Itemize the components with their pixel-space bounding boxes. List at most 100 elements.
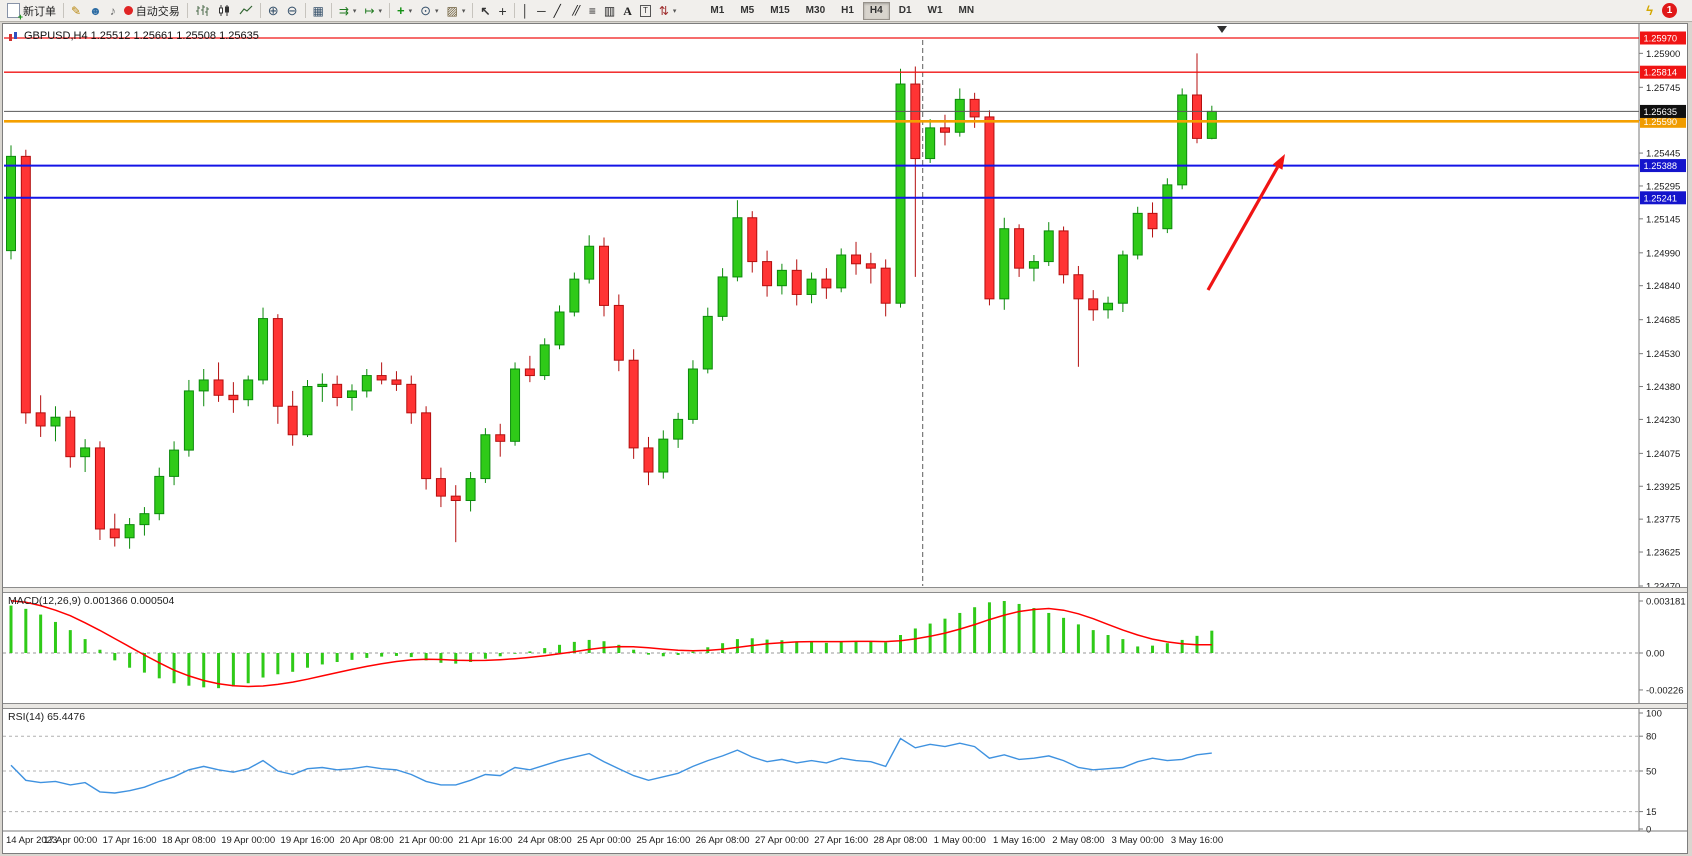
zoom-in-icon: ⊕: [267, 3, 279, 18]
community-button[interactable]: ☻: [85, 1, 106, 21]
svg-text:21 Apr 00:00: 21 Apr 00:00: [399, 835, 453, 846]
auto-scroll-button[interactable]: ⇉ ▾: [335, 1, 361, 21]
timeframe-h4-button[interactable]: H4: [862, 1, 890, 20]
fibonacci-tool[interactable]: ≡: [585, 1, 600, 21]
chevron-down-icon: ▾: [435, 7, 439, 15]
timeframe-m30-button[interactable]: M30: [799, 2, 832, 20]
candlestick-chart-icon: [218, 5, 229, 16]
svg-text:3 May 00:00: 3 May 00:00: [1112, 835, 1164, 846]
svg-text:27 Apr 00:00: 27 Apr 00:00: [755, 835, 809, 846]
svg-text:17 Apr 00:00: 17 Apr 00:00: [43, 835, 97, 846]
chevron-down-icon: ▾: [352, 7, 357, 15]
cycle-lines-icon: ▥: [603, 3, 616, 18]
svg-text:3 May 16:00: 3 May 16:00: [1171, 835, 1223, 846]
svg-text:1.25814: 1.25814: [1644, 68, 1678, 78]
svg-text:1.25445: 1.25445: [1646, 149, 1680, 160]
timeframe-group: M1 M5 M15 M30 H1 H4 D1 W1 MN: [702, 1, 982, 20]
svg-text:19 Apr 00:00: 19 Apr 00:00: [221, 835, 275, 846]
svg-text:26 Apr 08:00: 26 Apr 08:00: [696, 835, 750, 846]
chevron-down-icon: ▾: [378, 7, 383, 15]
svg-text:1.25295: 1.25295: [1646, 181, 1680, 192]
svg-text:1.25241: 1.25241: [1644, 193, 1678, 203]
toolbar-separator: [259, 3, 261, 18]
svg-text:100: 100: [1646, 709, 1662, 720]
line-chart-button[interactable]: [235, 1, 257, 21]
timeframe-mn-button[interactable]: MN: [952, 2, 982, 20]
svg-text:1.24075: 1.24075: [1646, 449, 1680, 460]
svg-text:1.24840: 1.24840: [1646, 281, 1680, 292]
svg-text:18 Apr 08:00: 18 Apr 08:00: [162, 835, 216, 846]
vertical-line-tool[interactable]: │: [518, 1, 534, 21]
svg-text:25 Apr 00:00: 25 Apr 00:00: [577, 835, 631, 846]
svg-text:1.25745: 1.25745: [1646, 83, 1680, 94]
label-tool[interactable]: T: [636, 1, 655, 21]
notification-badge[interactable]: 1: [1662, 3, 1677, 18]
timeframe-d1-button[interactable]: D1: [892, 2, 919, 20]
indicators-plus-icon: +: [397, 3, 405, 18]
crosshair-button[interactable]: +: [494, 1, 510, 21]
timeframe-m5-button[interactable]: M5: [733, 2, 761, 20]
vertical-line-icon: │: [521, 3, 530, 18]
zoom-out-button[interactable]: ⊖: [283, 1, 302, 21]
toolbar-separator: [472, 3, 474, 18]
macd-panel[interactable]: [3, 599, 1639, 689]
templates-button[interactable]: ▨ ▾: [443, 1, 470, 21]
toolbar-separator: [513, 3, 515, 18]
tile-windows-button[interactable]: ▦: [309, 1, 328, 21]
horizontal-lines[interactable]: [4, 37, 1639, 199]
cursor-button[interactable]: ↖: [476, 1, 494, 21]
timeframe-w1-button[interactable]: W1: [921, 2, 950, 20]
svg-text:25 Apr 16:00: 25 Apr 16:00: [636, 835, 690, 846]
autotrading-button[interactable]: 自动交易: [120, 1, 184, 21]
svg-text:0.00: 0.00: [1646, 649, 1665, 660]
arrows-icon: ⇅: [658, 3, 669, 18]
chart-shift-marker-icon[interactable]: [1217, 26, 1227, 33]
svg-text:1.25590: 1.25590: [1644, 117, 1678, 127]
trendline-tool[interactable]: ╱: [550, 1, 565, 21]
svg-text:1 May 16:00: 1 May 16:00: [993, 835, 1045, 846]
rsi-panel[interactable]: [3, 735, 1639, 813]
chart-shift-icon: ↦: [364, 3, 375, 18]
svg-text:0: 0: [1646, 825, 1651, 836]
chart-shift-button[interactable]: ↦ ▾: [360, 1, 386, 21]
new-order-label: 新订单: [23, 5, 56, 18]
trend-arrow[interactable]: [1206, 166, 1280, 291]
indicators-button[interactable]: + ▾: [393, 1, 416, 21]
sound-button[interactable]: ♪: [106, 1, 120, 21]
timeframe-m15-button[interactable]: M15: [763, 2, 796, 20]
svg-text:80: 80: [1646, 732, 1657, 743]
fibonacci-icon: ≡: [588, 3, 596, 18]
svg-text:15: 15: [1646, 807, 1657, 818]
candles-layer[interactable]: [6, 53, 1217, 549]
auto-scroll-icon: ⇉: [338, 3, 349, 18]
lightning-icon[interactable]: ϟ: [1646, 3, 1653, 18]
line-chart-icon: [239, 5, 253, 15]
text-icon: A: [623, 3, 632, 18]
arrows-tool[interactable]: ⇅ ▾: [655, 1, 681, 21]
clock-icon: ⊙: [420, 3, 432, 18]
timeframe-m1-button[interactable]: M1: [703, 2, 731, 20]
svg-text:1.24230: 1.24230: [1646, 415, 1680, 426]
svg-text:20 Apr 08:00: 20 Apr 08:00: [340, 835, 394, 846]
svg-text:14 Apr 2023: 14 Apr 2023: [6, 835, 57, 846]
timeframe-h1-button[interactable]: H1: [834, 2, 861, 20]
text-tool[interactable]: A: [619, 1, 636, 21]
cycle-lines-tool[interactable]: ▥: [600, 1, 619, 21]
toolbar-separator: [330, 3, 332, 18]
macd-signal-line: [10, 599, 1212, 688]
new-order-icon: +: [7, 3, 23, 22]
channel-tool[interactable]: ╱╱: [565, 1, 585, 21]
new-order-button[interactable]: + 新订单: [3, 1, 60, 22]
candlestick-chart-button[interactable]: [213, 1, 235, 21]
metaeditor-button[interactable]: ✎: [67, 1, 85, 21]
horizontal-line-tool[interactable]: ─: [533, 1, 550, 21]
bar-chart-button[interactable]: [191, 1, 213, 21]
toolbar-separator: [63, 3, 64, 18]
toolbar-separator: [389, 3, 391, 18]
community-icon: ☻: [89, 3, 102, 18]
zoom-in-button[interactable]: ⊕: [264, 1, 283, 21]
trend-arrow-head: [1272, 154, 1285, 170]
periods-button[interactable]: ⊙ ▾: [416, 1, 442, 21]
crosshair-icon: +: [498, 2, 507, 19]
chart-canvas[interactable]: 1.259001.257451.255951.254451.252951.251…: [3, 24, 1687, 853]
